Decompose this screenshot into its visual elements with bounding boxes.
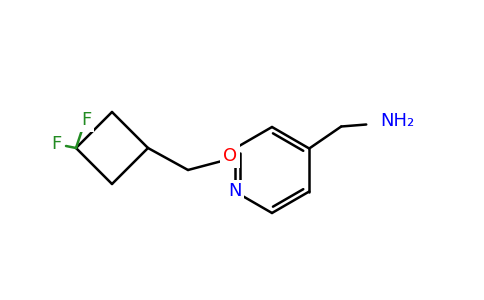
Text: O: O xyxy=(223,147,237,165)
Text: N: N xyxy=(228,182,242,200)
Text: NH₂: NH₂ xyxy=(380,112,414,130)
Text: F: F xyxy=(81,111,91,129)
Text: F: F xyxy=(51,135,61,153)
